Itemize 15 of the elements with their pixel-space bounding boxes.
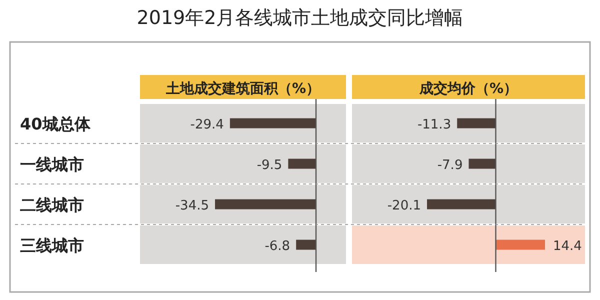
data-label: -9.5 [256, 158, 282, 173]
data-label: -7.9 [437, 158, 463, 173]
chart-subtitle: 土地成交建筑面积（%） [164, 80, 320, 97]
y-tick-label: 40城总体 [20, 114, 92, 134]
data-label: -29.4 [190, 117, 224, 132]
y-tick-label: 二线城市 [20, 195, 84, 214]
chart-subtitle: 成交均价（%） [418, 80, 518, 97]
data-label: -6.8 [264, 238, 290, 254]
data-label: -34.5 [175, 198, 209, 214]
data-label: -11.3 [417, 117, 452, 132]
y-tick-label: 三线城市 [20, 236, 84, 255]
data-label: 14.4 [553, 238, 582, 254]
data-label: -20.1 [387, 198, 421, 214]
chart-title: 2019年2月各线城市土地成交同比增幅 [136, 7, 464, 29]
y-tick-label: 一线城市 [20, 154, 84, 174]
